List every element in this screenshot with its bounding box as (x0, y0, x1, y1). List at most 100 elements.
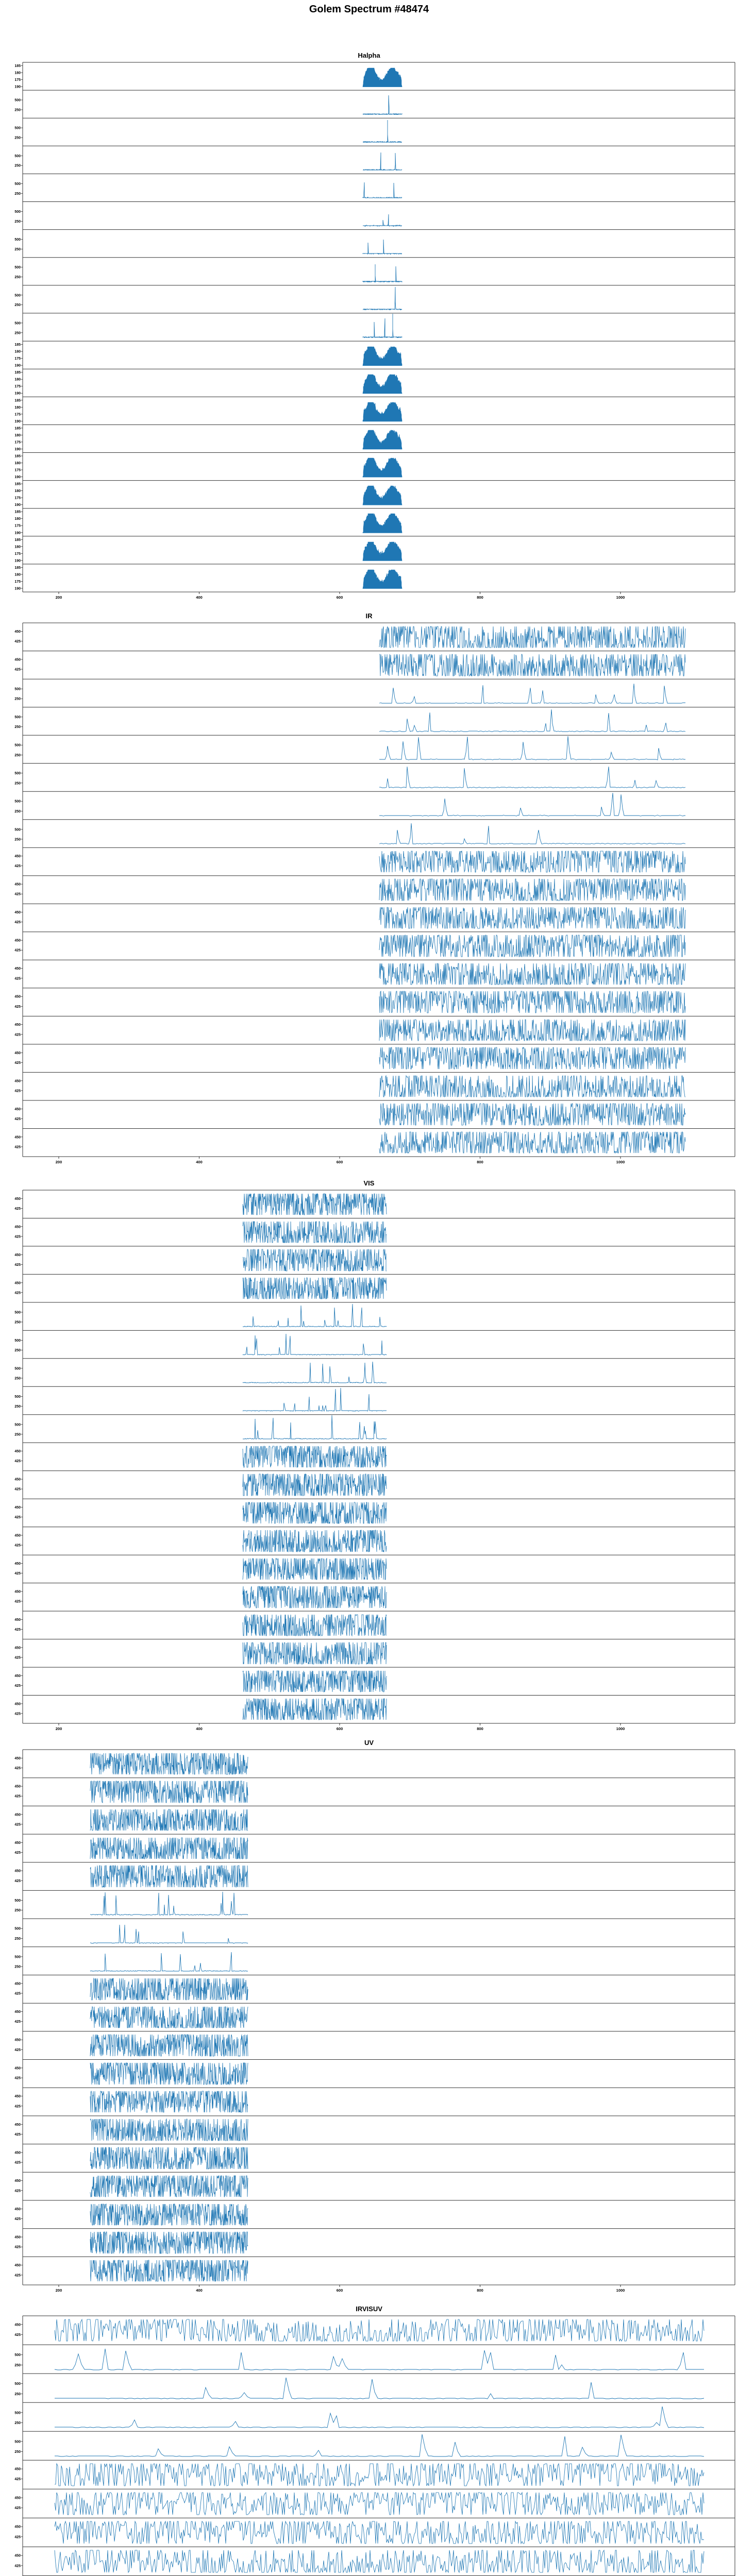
svg-text:180: 180 (14, 517, 21, 521)
svg-text:500: 500 (14, 688, 21, 691)
svg-text:425: 425 (14, 1145, 21, 1149)
svg-text:425: 425 (14, 1033, 21, 1037)
svg-text:425: 425 (14, 893, 21, 896)
svg-text:425: 425 (14, 1061, 21, 1065)
svg-text:450: 450 (14, 2497, 21, 2500)
svg-text:425: 425 (14, 1851, 21, 1855)
svg-text:200: 200 (56, 1726, 62, 1731)
svg-text:175: 175 (14, 78, 21, 82)
svg-text:500: 500 (14, 321, 21, 325)
svg-text:450: 450 (14, 1052, 21, 1055)
svg-text:250: 250 (14, 2364, 21, 2367)
svg-text:500: 500 (14, 800, 21, 804)
svg-text:180: 180 (14, 406, 21, 410)
svg-text:250: 250 (14, 838, 21, 841)
svg-text:250: 250 (14, 2421, 21, 2425)
svg-text:250: 250 (14, 220, 21, 224)
svg-text:425: 425 (14, 2189, 21, 2193)
svg-text:450: 450 (14, 2151, 21, 2155)
svg-text:175: 175 (14, 497, 21, 500)
svg-text:500: 500 (14, 828, 21, 832)
svg-text:175: 175 (14, 440, 21, 444)
svg-text:450: 450 (14, 1225, 21, 1229)
svg-text:425: 425 (14, 865, 21, 868)
svg-text:250: 250 (14, 754, 21, 757)
svg-text:450: 450 (14, 1478, 21, 1482)
svg-text:180: 180 (14, 573, 21, 577)
svg-text:425: 425 (14, 1795, 21, 1799)
svg-text:425: 425 (14, 921, 21, 924)
svg-text:425: 425 (14, 1544, 21, 1548)
svg-text:450: 450 (14, 1023, 21, 1027)
svg-text:185: 185 (14, 427, 21, 430)
svg-text:425: 425 (14, 1684, 21, 1688)
svg-text:425: 425 (14, 1005, 21, 1009)
svg-text:250: 250 (14, 331, 21, 335)
svg-text:425: 425 (14, 1488, 21, 1492)
svg-text:425: 425 (14, 1572, 21, 1575)
svg-text:190: 190 (14, 420, 21, 423)
svg-text:250: 250 (14, 1965, 21, 1969)
svg-text:185: 185 (14, 399, 21, 402)
svg-text:450: 450 (14, 1785, 21, 1789)
svg-text:425: 425 (14, 2535, 21, 2539)
svg-text:400: 400 (196, 1726, 203, 1731)
svg-text:425: 425 (14, 1117, 21, 1121)
svg-text:450: 450 (14, 2123, 21, 2127)
svg-text:450: 450 (14, 1197, 21, 1201)
svg-text:450: 450 (14, 2039, 21, 2042)
svg-text:450: 450 (14, 911, 21, 914)
svg-text:185: 185 (14, 538, 21, 542)
svg-text:185: 185 (14, 343, 21, 347)
svg-text:425: 425 (14, 668, 21, 672)
svg-text:450: 450 (14, 1813, 21, 1817)
svg-text:190: 190 (14, 86, 21, 89)
svg-text:400: 400 (196, 2288, 203, 2293)
svg-text:425: 425 (14, 1460, 21, 1463)
svg-text:450: 450 (14, 1562, 21, 1566)
svg-text:425: 425 (14, 977, 21, 980)
svg-text:400: 400 (196, 595, 203, 600)
svg-text:UV: UV (364, 1739, 374, 1747)
svg-text:190: 190 (14, 476, 21, 479)
svg-text:425: 425 (14, 1516, 21, 1519)
svg-text:450: 450 (14, 1646, 21, 1650)
svg-text:400: 400 (196, 1160, 203, 1164)
svg-text:IRVISUV: IRVISUV (356, 2305, 382, 2313)
svg-text:500: 500 (14, 1339, 21, 1343)
svg-text:425: 425 (14, 1600, 21, 1604)
svg-text:200: 200 (56, 1160, 62, 1164)
svg-text:425: 425 (14, 2161, 21, 2165)
svg-text:425: 425 (14, 1291, 21, 1295)
svg-text:250: 250 (14, 109, 21, 112)
svg-text:1000: 1000 (616, 1160, 625, 1164)
svg-text:450: 450 (14, 1590, 21, 1594)
svg-text:190: 190 (14, 531, 21, 535)
svg-text:450: 450 (14, 1757, 21, 1760)
svg-text:800: 800 (477, 595, 483, 600)
svg-text:500: 500 (14, 99, 21, 103)
svg-text:500: 500 (14, 1423, 21, 1427)
svg-text:250: 250 (14, 1433, 21, 1436)
svg-text:425: 425 (14, 2246, 21, 2249)
svg-text:180: 180 (14, 350, 21, 354)
svg-text:250: 250 (14, 782, 21, 785)
svg-text:450: 450 (14, 855, 21, 858)
svg-text:500: 500 (14, 2353, 21, 2357)
svg-text:425: 425 (14, 2020, 21, 2024)
svg-text:500: 500 (14, 2411, 21, 2415)
svg-text:425: 425 (14, 2478, 21, 2481)
svg-text:450: 450 (14, 1674, 21, 1678)
svg-text:250: 250 (14, 1909, 21, 1912)
svg-text:600: 600 (337, 1160, 343, 1164)
svg-text:250: 250 (14, 276, 21, 279)
svg-text:1000: 1000 (616, 1726, 625, 1731)
svg-text:450: 450 (14, 1534, 21, 1538)
svg-text:450: 450 (14, 2264, 21, 2267)
svg-text:425: 425 (14, 2217, 21, 2221)
svg-text:450: 450 (14, 1281, 21, 1285)
svg-text:190: 190 (14, 392, 21, 396)
svg-text:800: 800 (477, 1726, 483, 1731)
svg-text:180: 180 (14, 489, 21, 493)
svg-text:190: 190 (14, 364, 21, 368)
